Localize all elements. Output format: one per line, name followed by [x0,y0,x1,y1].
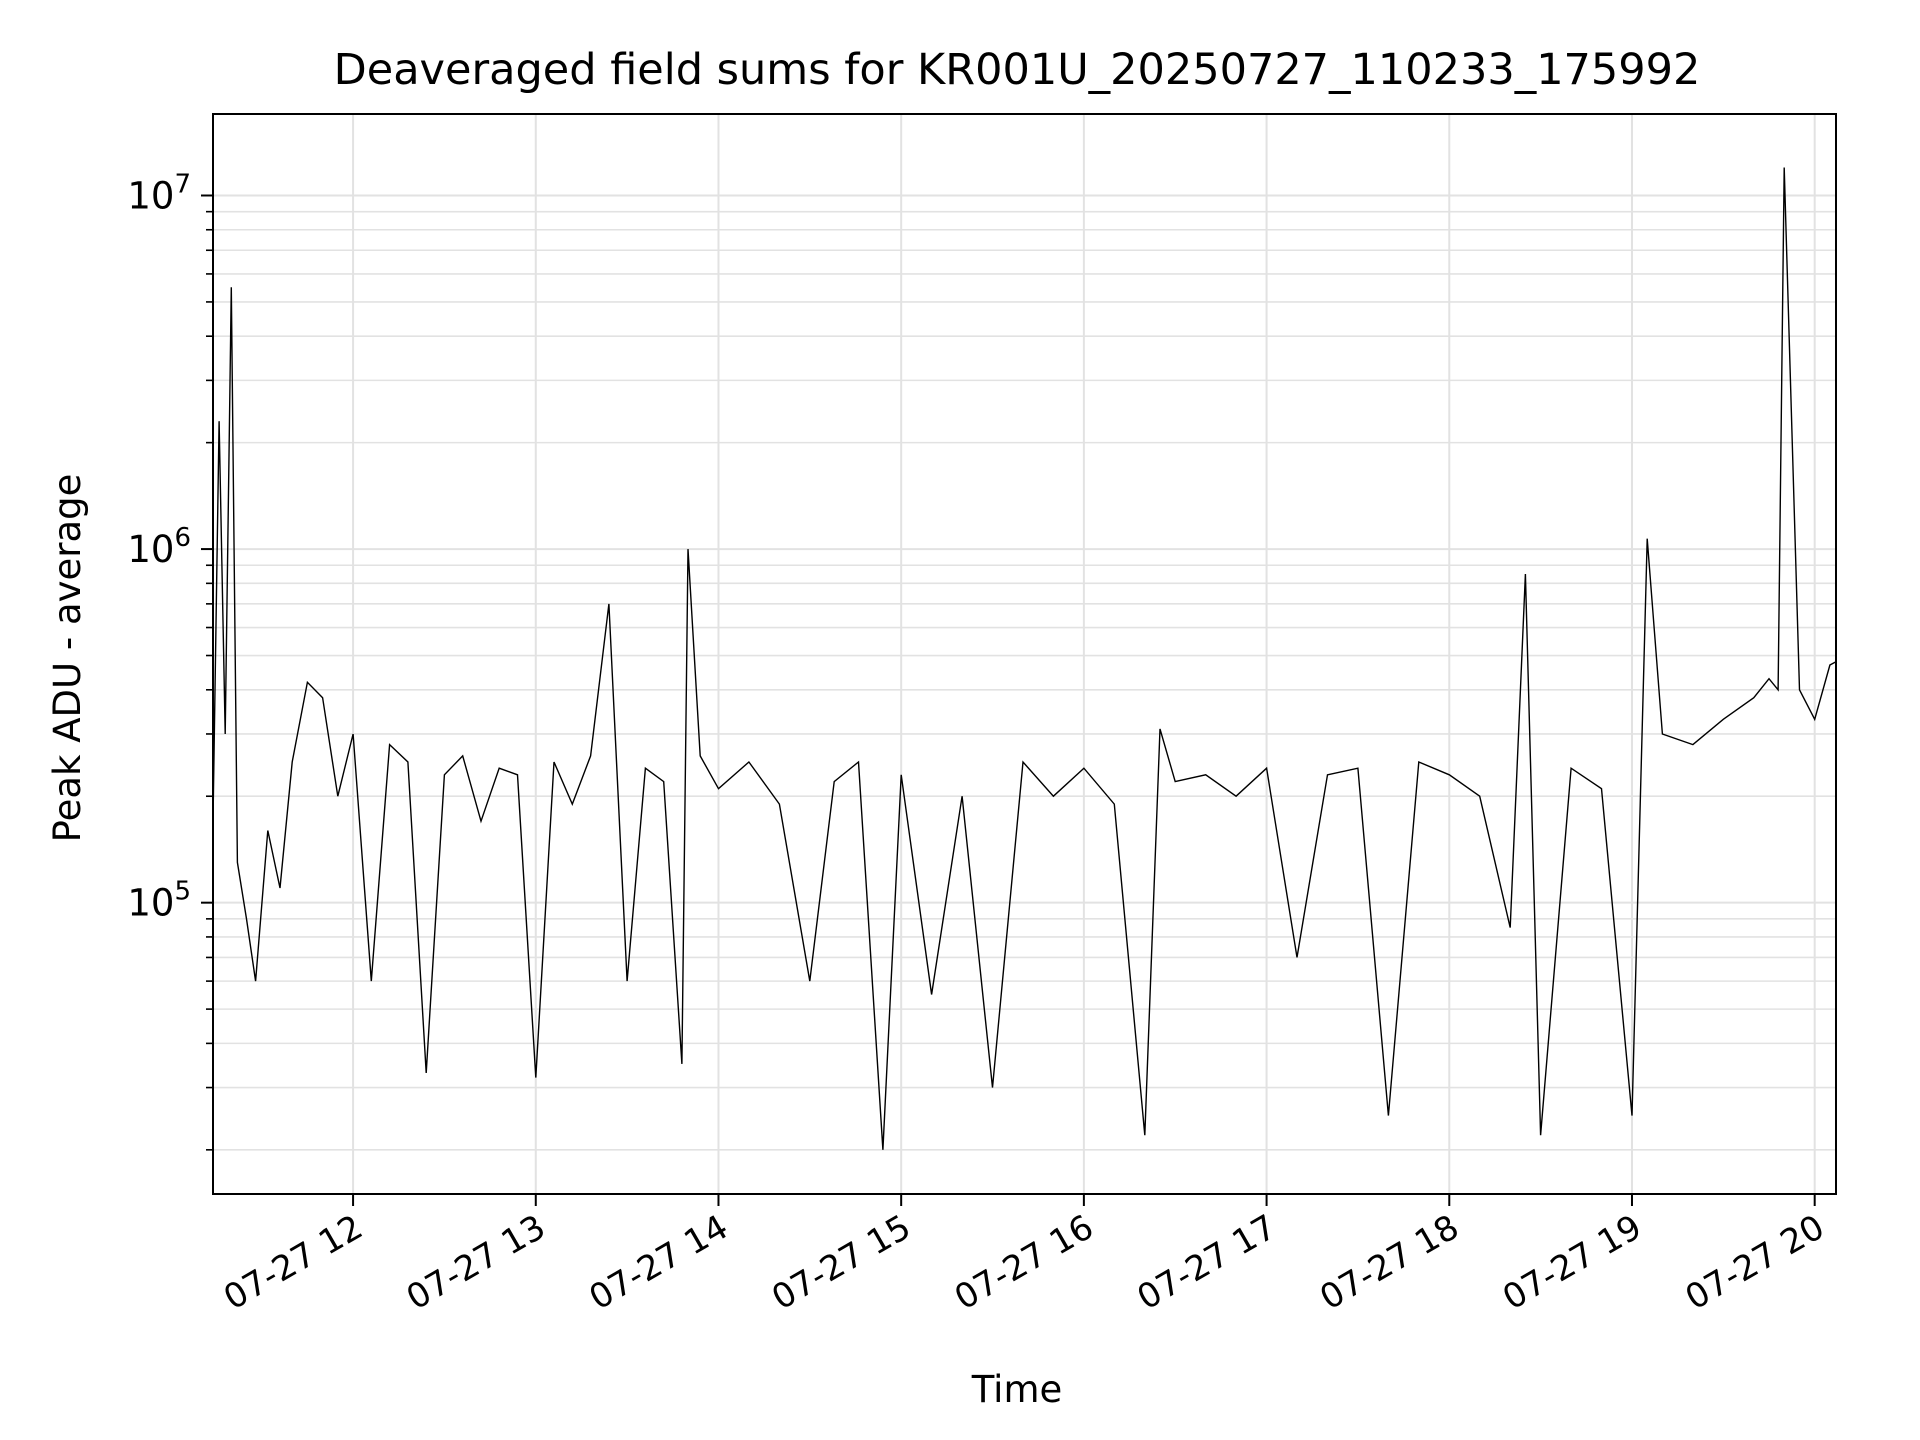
series-polyline [212,167,1837,1150]
y-axis-ticks: 105 106 107 [127,169,213,1151]
chart-title: Deaveraged field sums for KR001U_2025072… [334,45,1701,95]
grid [213,114,1836,1194]
series-line [212,167,1837,1150]
y-axis-label: Peak ADU - average [46,474,89,843]
y-tick-label: 105 [127,877,191,925]
y-tick-label: 106 [127,523,191,571]
plot-frame [212,113,1837,1195]
y-tick-label: 107 [127,169,191,217]
x-axis-label: Time [971,1368,1063,1411]
